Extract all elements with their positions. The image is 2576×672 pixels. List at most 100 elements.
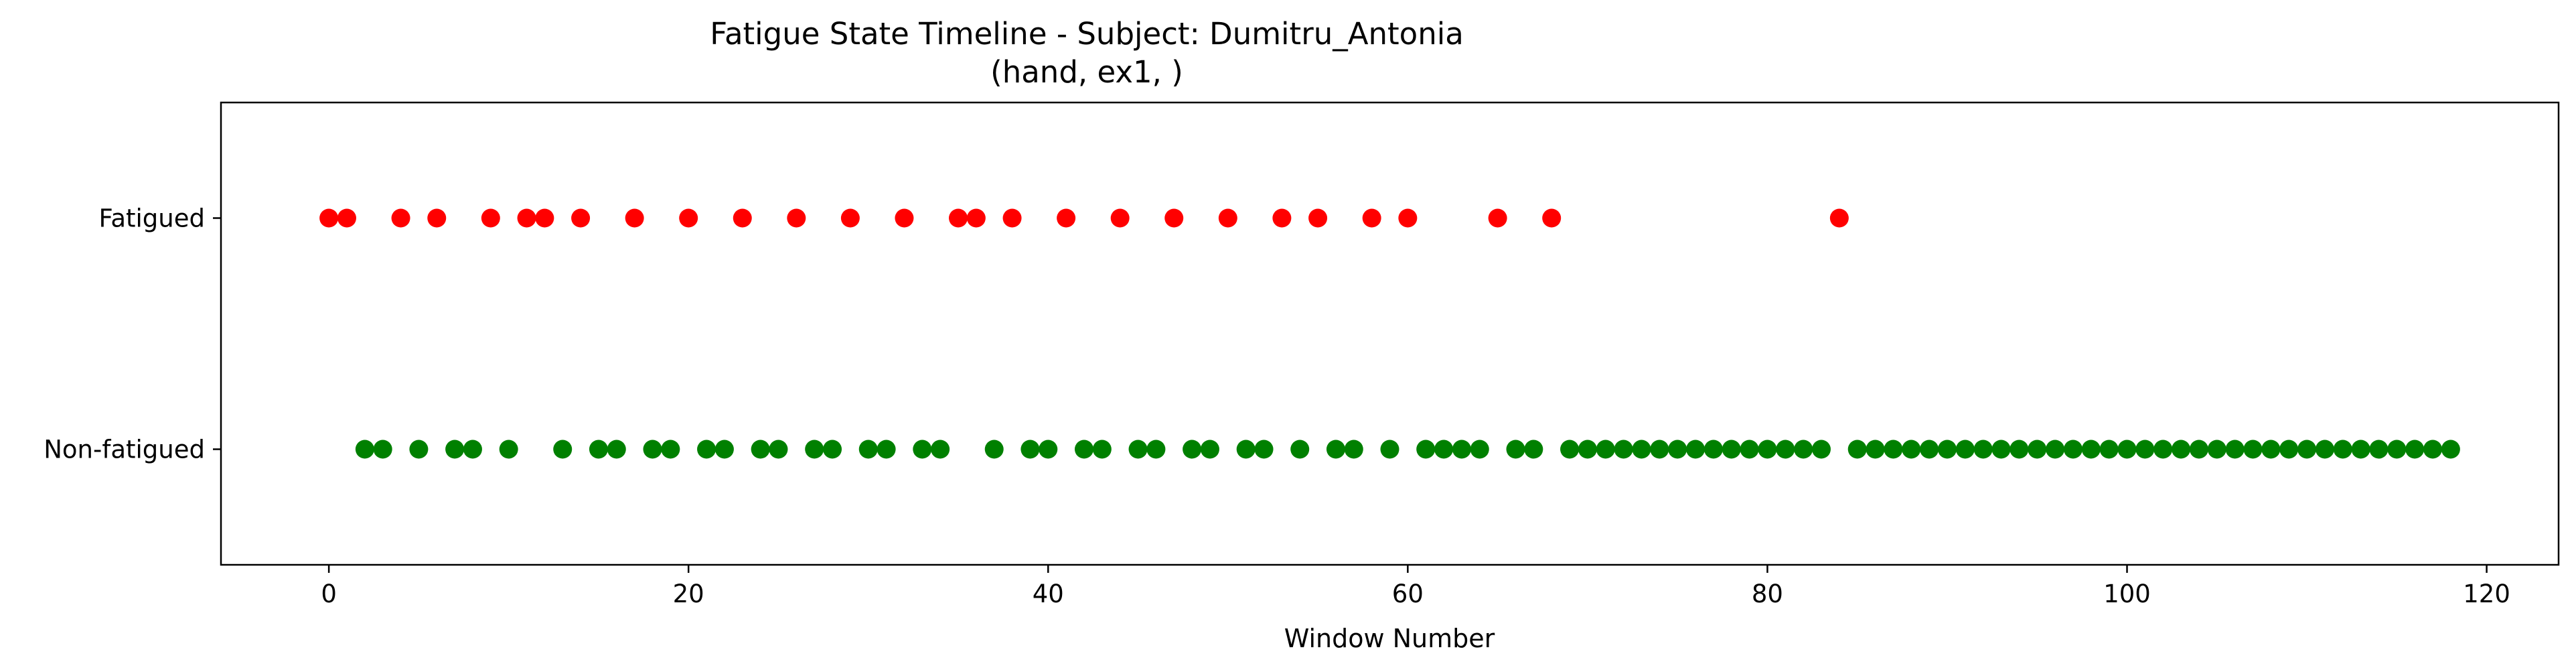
x-tick-label: 80 bbox=[1752, 580, 1783, 608]
data-point bbox=[714, 440, 734, 459]
data-point bbox=[1794, 440, 1813, 459]
data-point bbox=[1344, 440, 1363, 459]
data-point bbox=[1308, 208, 1328, 228]
data-point bbox=[1829, 208, 1849, 228]
data-point bbox=[1092, 440, 1112, 459]
data-point bbox=[589, 440, 608, 459]
data-point bbox=[1057, 208, 1076, 228]
data-point bbox=[1920, 440, 1939, 459]
data-point bbox=[1955, 440, 1975, 459]
data-point bbox=[2279, 440, 2299, 459]
data-point bbox=[966, 208, 986, 228]
data-point bbox=[1542, 208, 1562, 228]
data-point bbox=[409, 440, 429, 459]
data-point bbox=[1362, 208, 1381, 228]
data-point bbox=[751, 440, 770, 459]
data-point bbox=[445, 440, 465, 459]
data-point bbox=[1884, 440, 1903, 459]
data-point bbox=[1218, 208, 1237, 228]
y-axis: Non-fatigued Fatigued bbox=[44, 204, 221, 464]
data-point bbox=[1506, 440, 1525, 459]
data-point bbox=[643, 440, 662, 459]
data-point bbox=[2081, 440, 2101, 459]
data-point bbox=[823, 440, 842, 459]
data-point bbox=[1650, 440, 1669, 459]
data-point bbox=[1488, 208, 1507, 228]
data-point bbox=[1758, 440, 1777, 459]
data-point bbox=[949, 208, 968, 228]
y-tick-label: Non-fatigued bbox=[44, 435, 205, 464]
data-point bbox=[481, 208, 500, 228]
data-point bbox=[319, 208, 339, 228]
data-point bbox=[1183, 440, 1202, 459]
data-point bbox=[2225, 440, 2245, 459]
data-point bbox=[427, 208, 447, 228]
data-point bbox=[1416, 440, 1436, 459]
x-axis: 0 20 40 60 80 100 120 bbox=[321, 565, 2510, 608]
data-point bbox=[2028, 440, 2047, 459]
data-point bbox=[1164, 208, 1184, 228]
data-point bbox=[2153, 440, 2173, 459]
data-point bbox=[1847, 440, 1867, 459]
data-point bbox=[2315, 440, 2334, 459]
data-point bbox=[1020, 440, 1040, 459]
data-point bbox=[840, 208, 860, 228]
data-point bbox=[1686, 440, 1706, 459]
data-point bbox=[805, 440, 824, 459]
x-axis-label: Window Number bbox=[1284, 624, 1495, 653]
data-point bbox=[1452, 440, 1471, 459]
data-point bbox=[984, 440, 1004, 459]
data-point bbox=[1146, 440, 1166, 459]
data-point bbox=[607, 440, 626, 459]
data-point bbox=[1380, 440, 1399, 459]
data-point bbox=[463, 440, 482, 459]
data-point bbox=[769, 440, 788, 459]
data-point bbox=[553, 440, 573, 459]
data-point bbox=[2405, 440, 2425, 459]
data-point bbox=[1902, 440, 1921, 459]
series-fatigued bbox=[319, 208, 1849, 228]
data-point bbox=[2189, 440, 2208, 459]
data-point bbox=[373, 440, 392, 459]
data-point bbox=[391, 208, 410, 228]
chart-subtitle: (hand, ex1, ) bbox=[990, 54, 1183, 90]
data-point bbox=[1272, 208, 1292, 228]
x-tick-label: 0 bbox=[321, 580, 337, 608]
data-point bbox=[625, 208, 644, 228]
data-point bbox=[931, 440, 950, 459]
data-point bbox=[1110, 208, 1130, 228]
data-point bbox=[877, 440, 896, 459]
data-point bbox=[679, 208, 698, 228]
data-point bbox=[1254, 440, 1274, 459]
data-point bbox=[355, 440, 374, 459]
data-point bbox=[2010, 440, 2029, 459]
data-point bbox=[2441, 440, 2460, 459]
y-tick-label: Fatigued bbox=[98, 204, 205, 233]
data-point bbox=[2063, 440, 2082, 459]
data-point bbox=[337, 208, 356, 228]
data-point bbox=[2297, 440, 2317, 459]
data-point bbox=[913, 440, 932, 459]
data-point bbox=[2172, 440, 2191, 459]
data-point bbox=[2243, 440, 2263, 459]
data-point bbox=[2099, 440, 2119, 459]
data-point bbox=[499, 440, 518, 459]
data-point bbox=[733, 208, 752, 228]
data-point bbox=[1811, 440, 1831, 459]
data-point bbox=[1236, 440, 1256, 459]
data-point bbox=[787, 208, 806, 228]
data-point bbox=[1937, 440, 1957, 459]
data-point bbox=[571, 208, 591, 228]
data-point bbox=[661, 440, 680, 459]
data-point bbox=[517, 208, 536, 228]
series-non-fatigued bbox=[355, 440, 2460, 459]
data-point bbox=[1703, 440, 1723, 459]
data-point bbox=[2333, 440, 2352, 459]
data-point bbox=[1614, 440, 1633, 459]
data-point bbox=[1776, 440, 1795, 459]
data-point bbox=[1722, 440, 1741, 459]
x-tick-label: 40 bbox=[1033, 580, 1064, 608]
data-point bbox=[1632, 440, 1651, 459]
x-tick-label: 60 bbox=[1392, 580, 1424, 608]
